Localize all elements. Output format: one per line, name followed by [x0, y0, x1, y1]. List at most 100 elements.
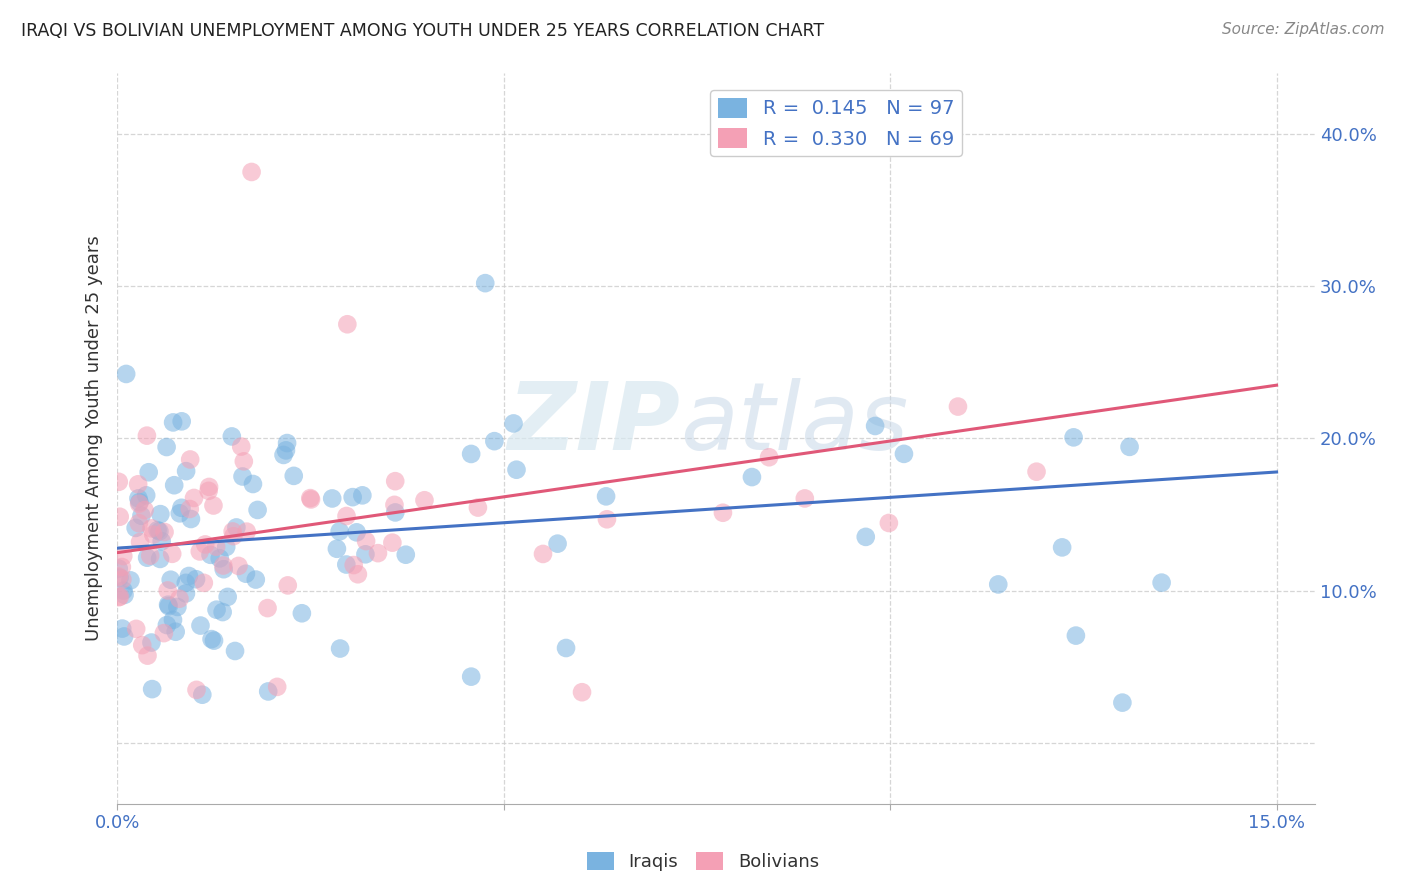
Point	[136, 550, 159, 565]
Point	[111, 560, 134, 574]
Point	[502, 417, 524, 431]
Text: IRAQI VS BOLIVIAN UNEMPLOYMENT AMONG YOUTH UNDER 25 YEARS CORRELATION CHART: IRAQI VS BOLIVIAN UNEMPLOYMENT AMONG YOU…	[21, 22, 824, 40]
Point	[131, 508, 153, 523]
Point	[107, 475, 129, 489]
Point	[155, 440, 177, 454]
Point	[197, 483, 219, 498]
Point	[112, 630, 135, 644]
Point	[467, 500, 489, 515]
Point	[221, 429, 243, 443]
Point	[212, 562, 235, 576]
Point	[159, 573, 181, 587]
Point	[162, 416, 184, 430]
Text: ZIP: ZIP	[508, 378, 681, 470]
Point	[336, 318, 359, 332]
Point	[235, 566, 257, 581]
Point	[177, 569, 200, 583]
Point	[112, 583, 135, 598]
Point	[395, 548, 418, 562]
Point	[347, 567, 370, 582]
Point	[111, 622, 134, 636]
Point	[484, 434, 506, 449]
Point	[141, 521, 163, 535]
Text: Source: ZipAtlas.com: Source: ZipAtlas.com	[1222, 22, 1385, 37]
Point	[186, 682, 208, 697]
Point	[134, 503, 156, 517]
Point	[274, 443, 297, 458]
Point	[277, 578, 299, 592]
Point	[276, 436, 298, 450]
Point	[384, 505, 406, 519]
Point	[235, 524, 257, 539]
Point	[224, 644, 246, 658]
Point	[571, 685, 593, 699]
Point	[1050, 541, 1073, 555]
Point	[194, 537, 217, 551]
Point	[115, 367, 138, 381]
Point	[266, 680, 288, 694]
Point	[273, 448, 295, 462]
Point	[299, 492, 322, 507]
Point	[170, 500, 193, 515]
Point	[342, 490, 364, 504]
Point	[108, 509, 131, 524]
Point	[283, 468, 305, 483]
Point	[240, 165, 263, 179]
Point	[169, 506, 191, 520]
Point	[129, 535, 152, 549]
Point	[335, 508, 357, 523]
Point	[987, 577, 1010, 591]
Point	[231, 469, 253, 483]
Point	[212, 558, 235, 573]
Point	[596, 512, 619, 526]
Point	[291, 607, 314, 621]
Point	[198, 480, 221, 494]
Point	[381, 535, 404, 549]
Legend: R =  0.145   N = 97, R =  0.330   N = 69: R = 0.145 N = 97, R = 0.330 N = 69	[710, 90, 962, 156]
Point	[225, 520, 247, 534]
Point	[354, 547, 377, 561]
Point	[245, 573, 267, 587]
Point	[257, 684, 280, 698]
Point	[184, 572, 207, 586]
Point	[863, 419, 886, 434]
Point	[231, 440, 253, 454]
Point	[222, 529, 245, 543]
Point	[228, 558, 250, 573]
Point	[329, 524, 352, 539]
Point	[148, 524, 170, 539]
Point	[1025, 465, 1047, 479]
Y-axis label: Unemployment Among Youth under 25 years: Unemployment Among Youth under 25 years	[86, 235, 103, 641]
Point	[1064, 629, 1087, 643]
Point	[205, 603, 228, 617]
Point	[326, 541, 349, 556]
Point	[114, 588, 136, 602]
Point	[711, 506, 734, 520]
Point	[108, 590, 131, 604]
Point	[111, 573, 134, 587]
Point	[217, 590, 239, 604]
Point	[595, 489, 617, 503]
Point	[131, 638, 153, 652]
Point	[202, 499, 225, 513]
Point	[163, 478, 186, 492]
Point	[242, 477, 264, 491]
Point	[139, 549, 162, 563]
Point	[1063, 430, 1085, 444]
Point	[156, 618, 179, 632]
Point	[335, 558, 357, 572]
Point	[946, 400, 969, 414]
Point	[153, 524, 176, 539]
Point	[190, 618, 212, 632]
Point	[127, 477, 149, 491]
Point	[232, 454, 254, 468]
Point	[160, 547, 183, 561]
Point	[136, 428, 159, 442]
Point	[329, 641, 352, 656]
Point	[413, 493, 436, 508]
Text: atlas: atlas	[681, 378, 908, 469]
Point	[157, 598, 180, 612]
Point	[127, 491, 149, 506]
Point	[877, 516, 900, 530]
Point	[120, 574, 142, 588]
